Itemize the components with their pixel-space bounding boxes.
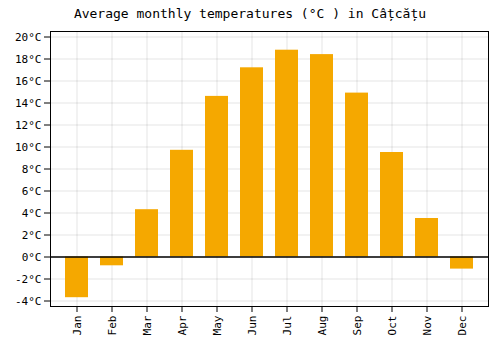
svg-text:14°C: 14°C	[15, 97, 42, 110]
svg-text:Jun: Jun	[246, 316, 259, 336]
html-text:Average monthly temperatures (: Average monthly temperatures (°C ) in Câ…	[73, 6, 427, 21]
svg-text:0°C: 0°C	[22, 251, 42, 264]
svg-text:-2°C: -2°C	[15, 273, 42, 286]
svg-text:Mar: Mar	[141, 315, 154, 335]
svg-text:6°C: 6°C	[22, 185, 42, 198]
svg-text:8°C: 8°C	[22, 163, 42, 176]
svg-text:Sep: Sep	[351, 316, 364, 336]
svg-text:Apr: Apr	[176, 315, 189, 335]
svg-text:Aug: Aug	[316, 316, 329, 336]
svg-text:16°C: 16°C	[15, 75, 42, 88]
svg-text:-4°C: -4°C	[15, 295, 42, 308]
svg-text:20°C: 20°C	[15, 31, 42, 44]
svg-text:4°C: 4°C	[22, 207, 42, 220]
svg-text:10°C: 10°C	[15, 141, 42, 154]
svg-text:Feb: Feb	[106, 316, 119, 336]
svg-text:Jul: Jul	[281, 316, 294, 336]
svg-text:Nov: Nov	[421, 315, 434, 335]
svg-text:Oct: Oct	[386, 316, 399, 336]
svg-text:2°C: 2°C	[22, 229, 42, 242]
svg-text:18°C: 18°C	[15, 53, 42, 66]
svg-text:12°C: 12°C	[15, 119, 42, 132]
svg-text:May: May	[211, 315, 224, 335]
svg-text:Jan: Jan	[71, 316, 84, 336]
svg-text:Dec: Dec	[456, 316, 469, 336]
